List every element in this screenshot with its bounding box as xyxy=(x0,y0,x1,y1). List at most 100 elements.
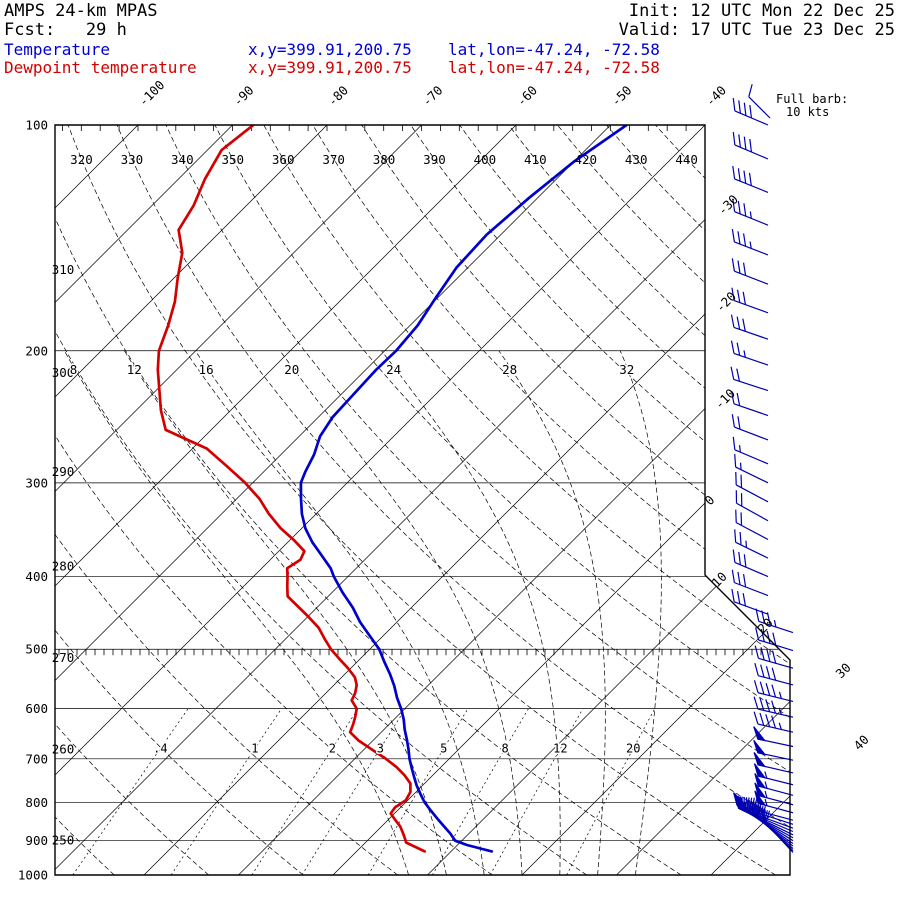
isotherm-label-top: -60 xyxy=(514,83,541,110)
isotherm-label-top: -70 xyxy=(419,83,446,110)
isotherm-label-top: -100 xyxy=(136,77,168,109)
isotherm xyxy=(704,125,790,875)
isotherm xyxy=(55,125,712,875)
mixing-ratio-label: 1 xyxy=(251,741,258,755)
isotherm xyxy=(55,125,239,875)
dry-adiabat xyxy=(55,125,398,875)
moist-adiabat-label: 28 xyxy=(502,362,517,377)
moist-adiabat-label: 20 xyxy=(284,362,299,377)
dry-adiabat xyxy=(263,125,790,875)
theta-label-top: 420 xyxy=(574,152,597,167)
isotherm xyxy=(55,125,145,875)
moist-adiabat xyxy=(64,350,409,875)
theta-label-left: 300 xyxy=(52,365,75,380)
dry-adiabat xyxy=(606,125,790,875)
pressure-label: 600 xyxy=(25,701,48,716)
isotherm xyxy=(610,125,790,875)
barb-legend-title: Full barb: xyxy=(776,92,849,106)
isotherm xyxy=(55,125,428,875)
dry-adiabat xyxy=(55,125,304,875)
mixing-ratio-label: .4 xyxy=(153,741,167,755)
moist-adiabat-label: 16 xyxy=(199,362,214,377)
dry-adiabat xyxy=(312,125,790,875)
temperature-trace xyxy=(299,125,628,853)
isotherm-label-top: -80 xyxy=(325,83,352,110)
model-name: AMPS 24-km MPAS xyxy=(4,1,158,21)
isotherm xyxy=(232,125,790,875)
mixing-ratio-line xyxy=(367,708,469,875)
theta-label-top: 400 xyxy=(474,152,497,167)
mixing-ratio-line xyxy=(489,708,584,875)
dry-adiabat xyxy=(67,125,776,875)
dry-adiabat xyxy=(55,125,587,875)
isotherm-label-right: -30 xyxy=(715,192,742,219)
valid-time: Valid: 17 UTC Tue 23 Dec 25 xyxy=(618,20,895,40)
legend-dewpoint-xy: x,y=399.91,200.75 xyxy=(248,58,412,77)
theta-label-top: 350 xyxy=(221,152,244,167)
pressure-label: 1000 xyxy=(18,868,48,883)
plot-frame xyxy=(54,124,791,876)
isotherm-label-top: -40 xyxy=(703,83,730,110)
dry-adiabat xyxy=(116,125,790,875)
isotherm-label-top: -50 xyxy=(608,83,635,110)
theta-label-top: 340 xyxy=(171,152,194,167)
edge-ticks xyxy=(58,125,771,656)
moist-adiabat-label: 12 xyxy=(127,362,142,377)
dry-adiabat xyxy=(459,125,790,875)
theta-label-left: 270 xyxy=(52,650,75,665)
mixing-ratio-label: 2 xyxy=(329,741,336,755)
moist-adiabat xyxy=(124,350,447,875)
pressure-label: 700 xyxy=(25,751,48,766)
moist-adiabat xyxy=(619,350,662,875)
isotherm-label-right: 40 xyxy=(851,732,872,753)
pressure-label: 400 xyxy=(25,569,48,584)
moist-adiabat xyxy=(195,350,485,875)
mixing-ratio-label: 12 xyxy=(553,741,567,755)
legend-temperature-xy: x,y=399.91,200.75 xyxy=(248,40,412,59)
mixing-ratio-label: 3 xyxy=(377,741,384,755)
isotherm xyxy=(55,125,523,875)
isotherm xyxy=(421,125,790,875)
profile-traces xyxy=(156,125,628,853)
mixing-ratio-label: 20 xyxy=(626,741,640,755)
mixing-ratio-line xyxy=(301,708,406,875)
dry-adiabat xyxy=(165,125,790,875)
dry-adiabat xyxy=(55,125,682,875)
mixing-ratio-label: 8 xyxy=(501,741,508,755)
isotherm-label-right: -20 xyxy=(713,289,740,316)
dry-adiabat xyxy=(361,125,790,875)
theta-label-left: 260 xyxy=(52,741,75,756)
barb-legend-value: 10 kts xyxy=(786,105,830,119)
theta-label-left: 290 xyxy=(52,464,75,479)
dry-adiabat xyxy=(55,125,115,875)
theta-label-top: 390 xyxy=(423,152,446,167)
theta-label-left: 250 xyxy=(52,833,75,848)
theta-label-top: 440 xyxy=(675,152,698,167)
isotherm-label-right: -10 xyxy=(712,386,739,413)
isotherm xyxy=(55,125,617,875)
theta-label-left: 280 xyxy=(52,559,75,574)
isotherm xyxy=(0,119,50,881)
isotherm xyxy=(137,125,790,875)
mixing-ratio-line xyxy=(170,708,282,875)
mixing-ratio-line xyxy=(566,708,656,875)
mixing-ratio-line xyxy=(431,708,529,875)
isotherm xyxy=(800,119,900,881)
moist-adiabat xyxy=(498,350,606,875)
legend-dewpoint-label: Dewpoint temperature xyxy=(4,58,197,77)
legend-temperature-latlon: lat,lon=-47.24, -72.58 xyxy=(448,40,660,59)
moist-adiabat-label: 8 xyxy=(70,362,78,377)
dry-adiabat xyxy=(55,125,493,875)
dewpoint-trace xyxy=(156,125,427,853)
theta-label-top: 360 xyxy=(272,152,295,167)
isotherm xyxy=(55,125,334,875)
isotherm-label-right: 0 xyxy=(702,492,718,508)
isotherm-label-right: 30 xyxy=(833,660,854,681)
theta-label-top: 330 xyxy=(121,152,144,167)
theta-label-top: 320 xyxy=(70,152,93,167)
mixing-ratio-line xyxy=(72,708,189,875)
theta-label-top: 370 xyxy=(322,152,345,167)
